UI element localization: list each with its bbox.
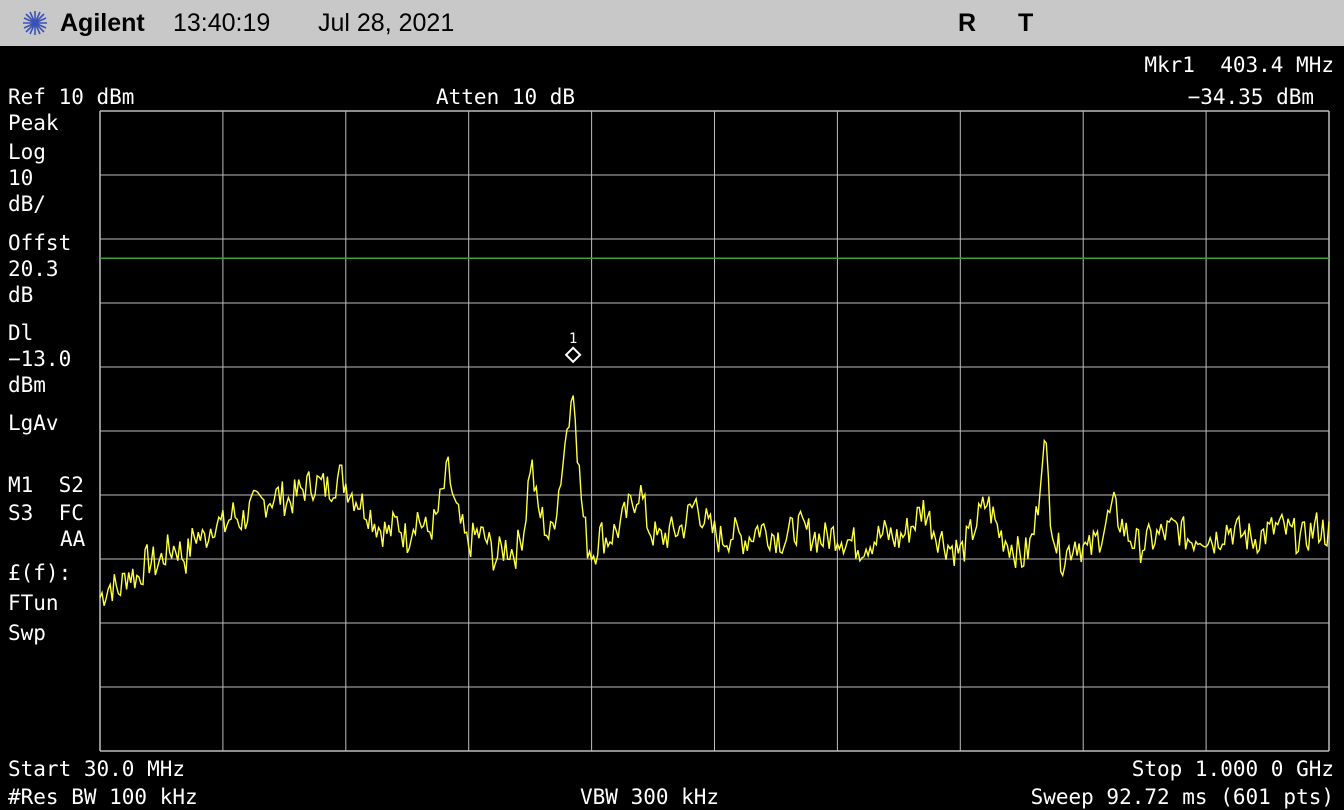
video-bandwidth: VBW 300 kHz bbox=[580, 785, 720, 809]
trigger-status-line2: S3 FC bbox=[8, 501, 84, 525]
trigger-indicator: T bbox=[1018, 9, 1034, 37]
function-label: £(f): bbox=[8, 561, 72, 585]
scale-value-label: 10 bbox=[8, 166, 34, 190]
marker-frequency-readout: Mkr1 403.4 MHz bbox=[1144, 53, 1334, 77]
reference-level: Ref 10 dBm bbox=[8, 85, 135, 109]
header-bar: Agilent 13:40:19 Jul 28, 2021 R T bbox=[0, 0, 1344, 46]
spectrum-trace bbox=[99, 395, 1330, 606]
offset-unit: dB bbox=[8, 283, 34, 307]
average-type-label: LgAv bbox=[8, 411, 59, 435]
brand-name: Agilent bbox=[60, 9, 145, 37]
marker-number: 1 bbox=[569, 331, 577, 347]
sweep-time: Sweep 92.72 ms (601 pts) bbox=[1030, 785, 1334, 809]
stop-frequency: Stop 1.000 0 GHz bbox=[1131, 757, 1334, 781]
clock-date: Jul 28, 2021 bbox=[318, 9, 455, 37]
display-line-value: −13.0 bbox=[8, 347, 72, 371]
function-line2: Swp bbox=[8, 621, 46, 645]
remote-indicator: R bbox=[958, 9, 977, 37]
scale-unit-label: dB/ bbox=[8, 192, 46, 216]
attenuation: Atten 10 dB bbox=[436, 85, 576, 109]
marker-1: 1 bbox=[564, 331, 582, 364]
start-frequency: Start 30.0 MHz bbox=[8, 757, 186, 781]
function-line1: FTun bbox=[8, 591, 59, 615]
resolution-bandwidth: #Res BW 100 kHz bbox=[8, 785, 198, 809]
graticule-grid bbox=[99, 110, 1330, 752]
marker-amplitude-readout: −34.35 dBm bbox=[1187, 85, 1314, 109]
agilent-spark-icon bbox=[23, 11, 47, 35]
display-line-label: Dl bbox=[8, 321, 34, 345]
clock-time: 13:40:19 bbox=[173, 9, 271, 37]
scale-type-label: Log bbox=[8, 140, 46, 164]
marker-diamond-icon bbox=[564, 346, 582, 364]
trigger-status-line1: M1 S2 bbox=[8, 473, 84, 497]
detector-label: Peak bbox=[8, 111, 59, 135]
offset-label: Offst bbox=[8, 231, 72, 255]
display-line-unit: dBm bbox=[8, 373, 46, 397]
trigger-status-line3: AA bbox=[60, 527, 86, 551]
offset-value: 20.3 bbox=[8, 257, 59, 281]
